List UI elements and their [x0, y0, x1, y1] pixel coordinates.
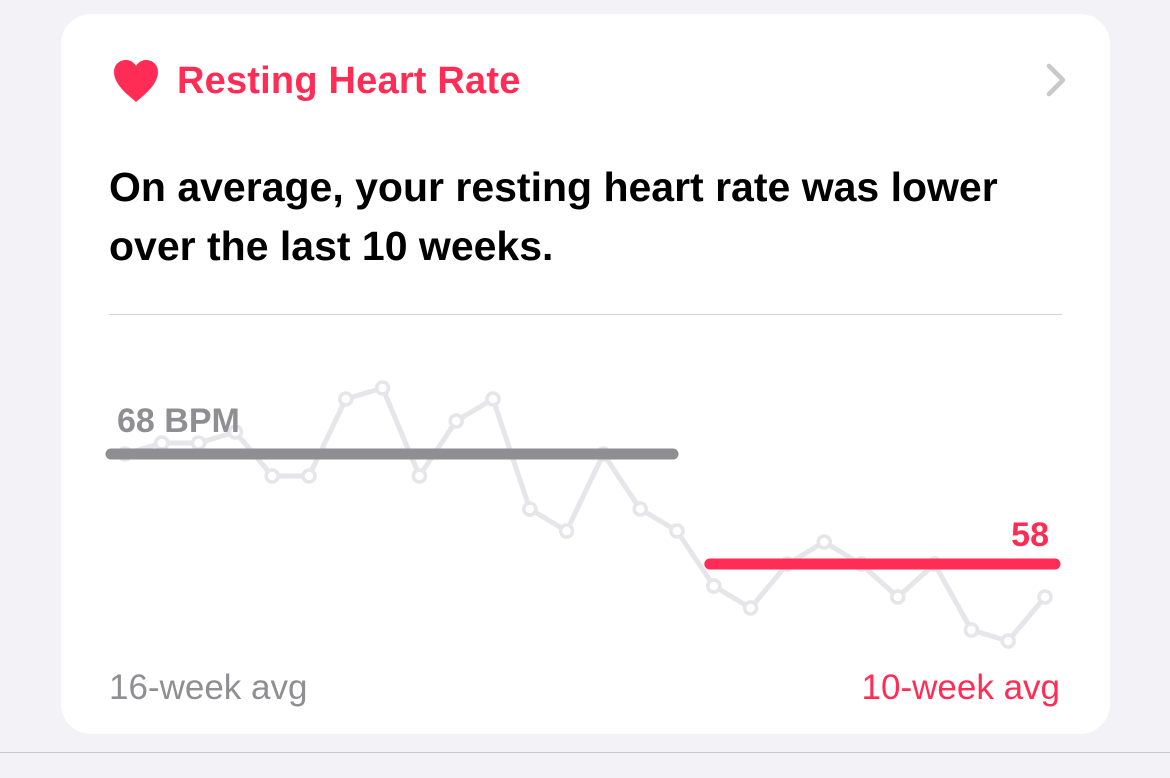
data-point [963, 622, 980, 638]
data-point [706, 578, 722, 594]
data-point [1000, 633, 1016, 649]
data-point [816, 534, 832, 550]
sixteen-week-avg-value: 68 BPM [117, 402, 240, 440]
divider [109, 314, 1062, 315]
data-point [742, 600, 759, 616]
data-point [669, 523, 685, 539]
summary-text: On average, your resting heart rate was … [109, 164, 998, 269]
heart-rate-chart: 68 BPM 58 [105, 380, 1061, 649]
data-point [448, 413, 464, 429]
data-point [485, 391, 501, 407]
data-point [411, 468, 428, 484]
ten-week-avg-value: 58 [1011, 516, 1049, 554]
data-point [558, 523, 575, 539]
data-point [522, 501, 538, 517]
data-point [264, 468, 280, 484]
card-title: Resting Heart Rate [177, 59, 521, 102]
bottom-divider [0, 752, 1170, 753]
data-point [374, 380, 391, 396]
card-header: Resting Heart Rate [111, 56, 521, 106]
trend-line [122, 385, 1048, 644]
heart-icon [114, 60, 158, 102]
resting-heart-rate-card[interactable]: Resting Heart Rate On average, your rest… [61, 14, 1110, 734]
chevron-right-icon[interactable] [1044, 62, 1068, 98]
data-point [227, 424, 244, 440]
data-point [890, 589, 906, 605]
data-point [1037, 589, 1053, 605]
ten-week-avg-label: 10-week avg [861, 668, 1060, 707]
sixteen-week-avg-label: 16-week avg [109, 668, 308, 707]
data-point [632, 501, 648, 517]
data-point [338, 391, 354, 407]
data-point [301, 468, 317, 484]
